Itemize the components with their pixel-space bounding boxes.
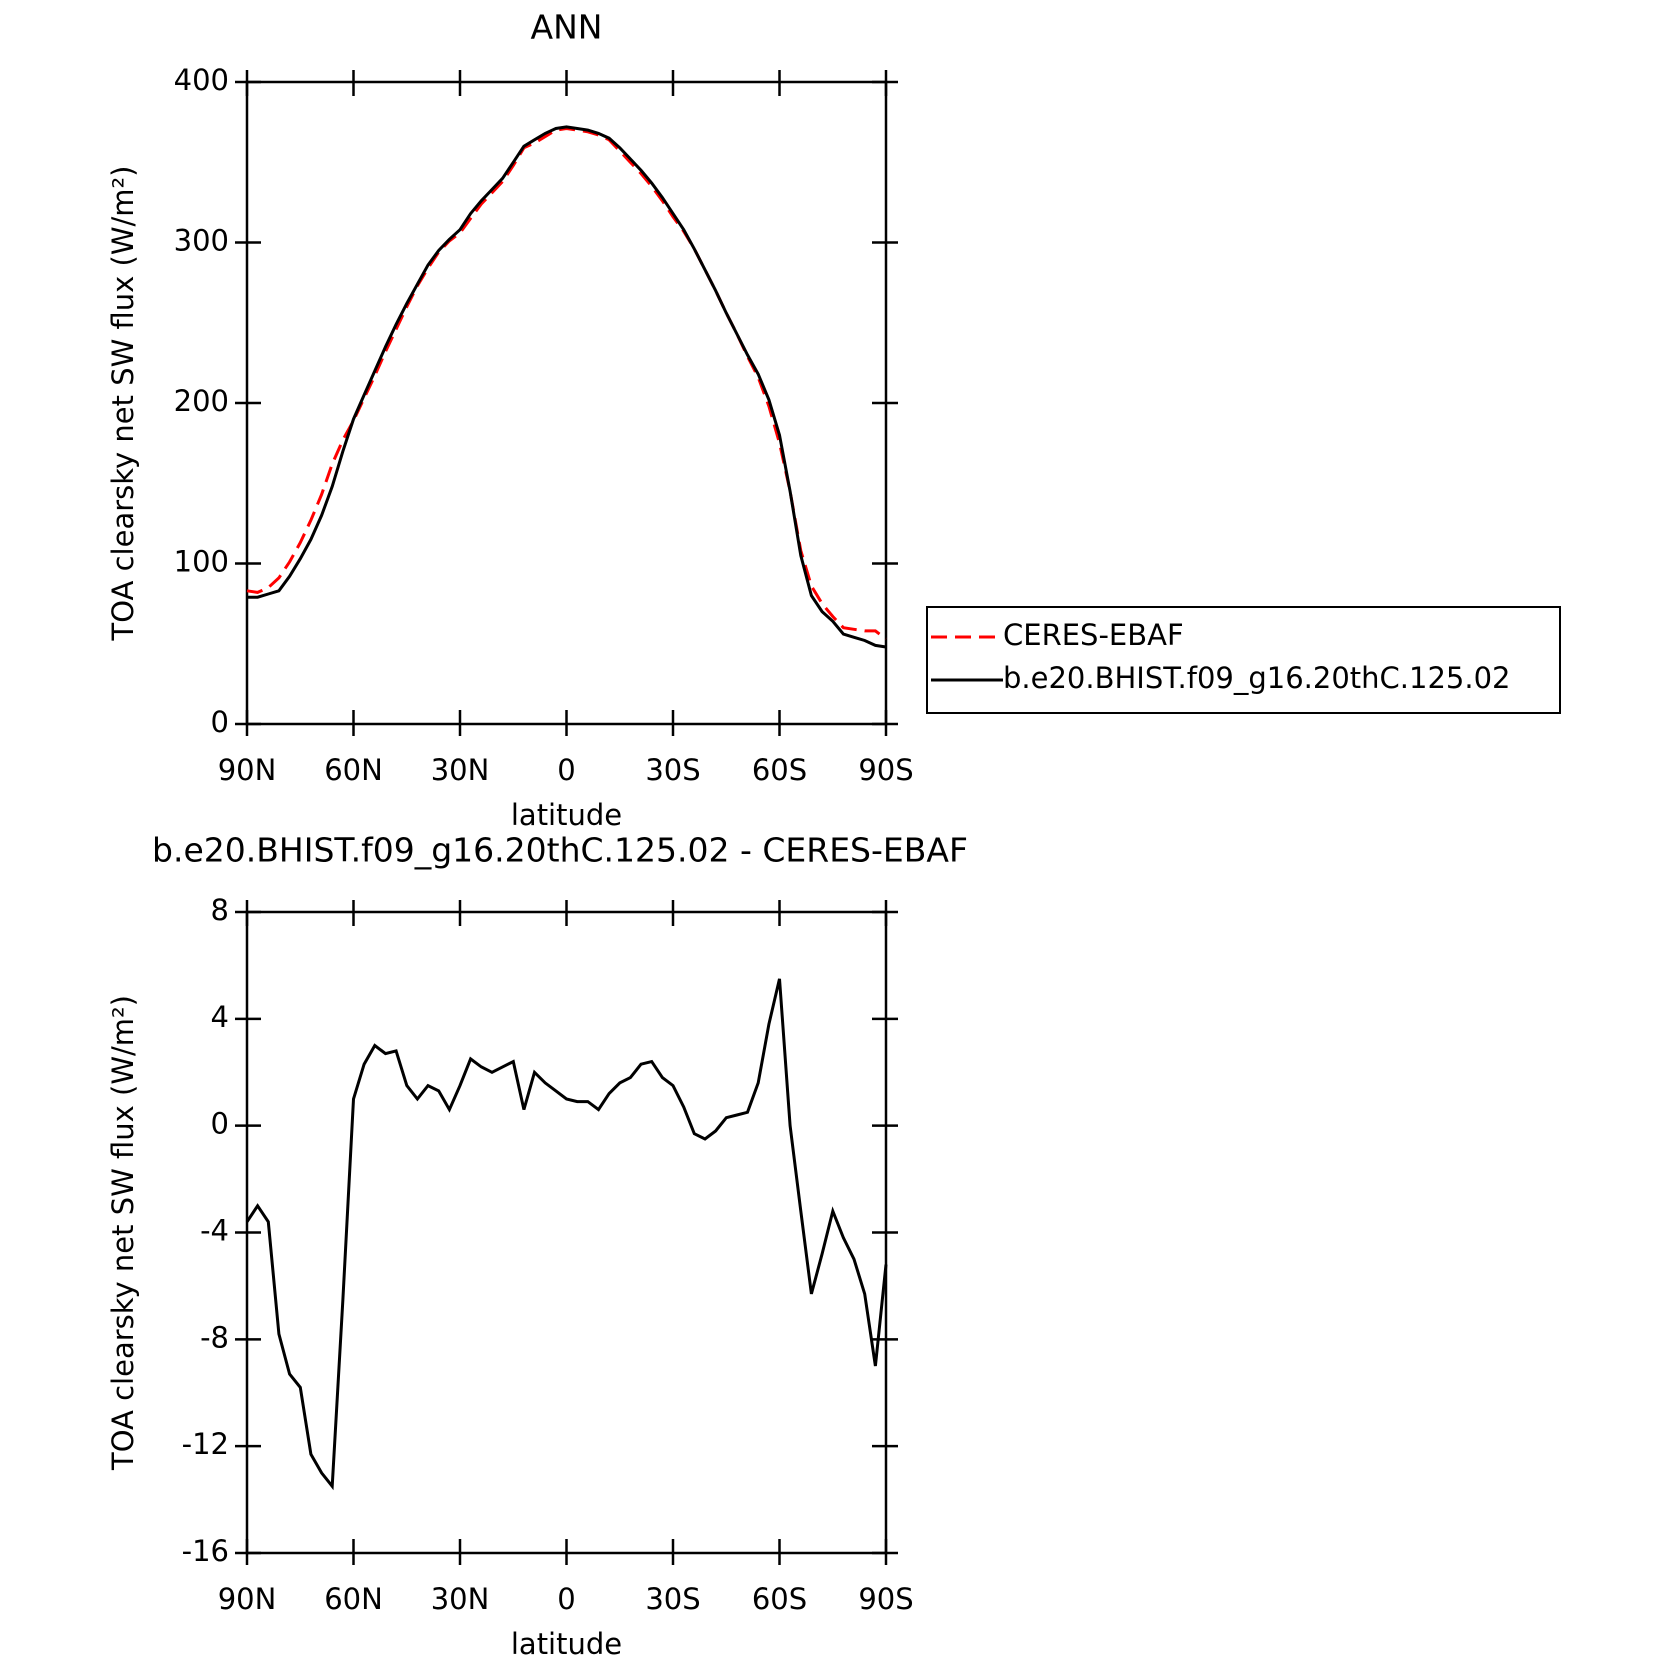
legend-label: b.e20.BHIST.f09_g16.20thC.125.02: [1003, 661, 1510, 695]
x-tick-label: 90N: [218, 1582, 277, 1616]
y-tick-label: 400: [174, 63, 229, 97]
y-tick-label: 200: [174, 384, 229, 418]
x-tick-label: 60N: [324, 1582, 383, 1616]
x-tick-label: 30N: [431, 753, 490, 787]
plot-frame: [245, 80, 888, 726]
x-tick-label: 90S: [858, 753, 913, 787]
x-axis-label: latitude: [511, 798, 622, 832]
y-tick-label: 8: [211, 893, 229, 927]
plot-frame: [245, 910, 888, 1555]
y-tick-label: -8: [200, 1320, 229, 1354]
y-axis-label: TOA clearsky net SW flux (W/m²): [106, 995, 140, 1471]
x-axis-label: latitude: [511, 1627, 622, 1661]
y-tick-label: 4: [211, 1000, 229, 1034]
x-tick-label: 30S: [645, 1582, 700, 1616]
x-tick-label: 90N: [218, 753, 277, 787]
series-line: [246, 126, 887, 641]
legend-label: CERES-EBAF: [1003, 618, 1184, 652]
y-tick-label: 0: [211, 705, 229, 739]
y-tick-label: -12: [182, 1427, 229, 1461]
y-tick-label: 100: [174, 545, 229, 579]
x-tick-label: 60S: [752, 753, 807, 787]
y-tick-label: -4: [200, 1214, 229, 1248]
x-tick-label: 60S: [752, 1582, 807, 1616]
legend-box: [926, 606, 1561, 714]
x-tick-label: 30N: [431, 1582, 490, 1616]
x-tick-label: 0: [557, 753, 575, 787]
y-axis-label: TOA clearsky net SW flux (W/m²): [106, 166, 140, 642]
y-tick-label: 300: [174, 224, 229, 258]
x-tick-label: 60N: [324, 753, 383, 787]
series-line: [245, 978, 888, 1491]
chart-title: ANN: [531, 8, 603, 47]
y-tick-label: -16: [182, 1534, 229, 1568]
y-tick-label: 0: [211, 1107, 229, 1141]
x-tick-label: 0: [557, 1582, 575, 1616]
x-tick-label: 30S: [645, 753, 700, 787]
x-tick-label: 90S: [858, 1582, 913, 1616]
series-line: [247, 125, 887, 649]
chart-title: b.e20.BHIST.f09_g16.20thC.125.02 - CERES…: [152, 831, 968, 870]
